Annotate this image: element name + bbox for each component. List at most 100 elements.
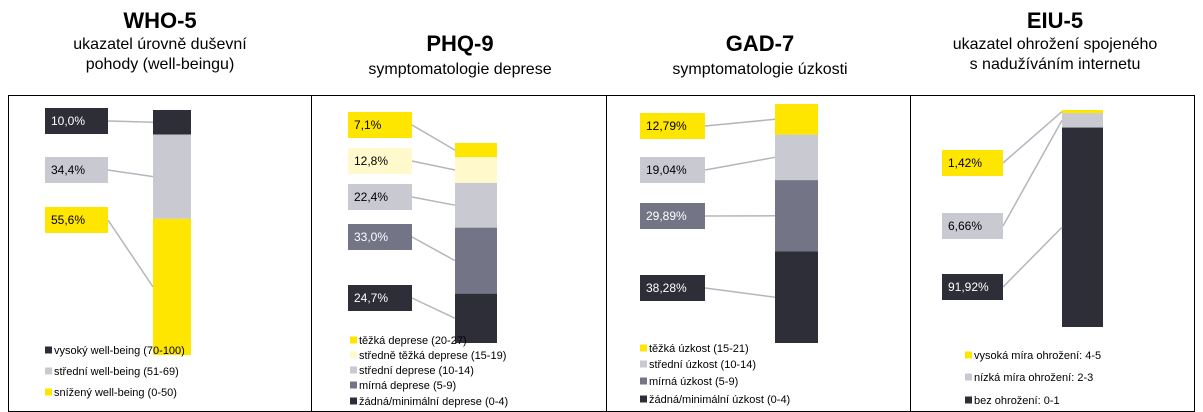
bar-segment: [775, 251, 818, 343]
legend-swatch: [45, 346, 52, 354]
value-label-box: [640, 157, 705, 183]
leader-line: [704, 156, 776, 171]
bar-segment: [153, 134, 191, 219]
value-label-box: [942, 150, 1003, 176]
legend-swatch: [350, 381, 357, 389]
leader-line: [411, 196, 456, 206]
legend-swatch: [640, 395, 647, 403]
leader-line: [107, 169, 154, 178]
bar-segment: [1062, 113, 1103, 128]
bar-segment: [455, 182, 497, 228]
value-label-box: [942, 274, 1003, 300]
value-label-box: [348, 112, 412, 138]
leader-line: [1002, 226, 1063, 288]
legend-swatch: [965, 396, 972, 404]
value-label: 55,6%: [51, 213, 85, 227]
leader-line: [411, 160, 456, 171]
legend-swatch: [640, 360, 647, 368]
bar-segment: [455, 157, 497, 183]
legend-swatch: [640, 377, 647, 385]
legend-label: těžká úzkost (15-21): [649, 343, 749, 355]
legend-label: těžká deprese (20-27): [359, 335, 467, 347]
bar-segment: [153, 110, 191, 135]
value-label-box: [348, 285, 412, 311]
value-label: 10,0%: [51, 114, 85, 128]
bar-segment: [775, 180, 818, 252]
bar-segment: [455, 293, 497, 343]
leader-line: [411, 124, 456, 151]
value-label: 7,1%: [354, 118, 382, 132]
bar-segment: [153, 218, 191, 355]
legend-swatch: [640, 344, 647, 352]
chart-title: WHO-5: [123, 8, 196, 33]
legend-label: střední úzkost (10-14): [649, 359, 756, 371]
leader-line: [411, 236, 456, 262]
value-label-box: [45, 108, 108, 134]
chart-subtitle: ukazatel úrovně duševní: [73, 36, 247, 53]
legend-swatch: [965, 373, 972, 381]
value-label: 12,79%: [646, 119, 687, 133]
value-label: 34,4%: [51, 163, 85, 177]
legend-swatch: [965, 351, 972, 359]
legend-label: vysoká míra ohrožení: 4-5: [974, 350, 1101, 362]
value-label-box: [348, 224, 412, 250]
legend-label: vysoký well-being (70-100): [54, 345, 185, 357]
legend-swatch: [45, 367, 52, 375]
value-label: 22,4%: [354, 190, 388, 204]
bar-segment: [455, 143, 497, 158]
chart-subtitle: symptomatologie deprese: [368, 61, 551, 78]
value-label: 19,04%: [646, 163, 687, 177]
value-label: 38,28%: [646, 281, 687, 295]
value-label-box: [45, 207, 108, 233]
legend-label: nízká míra ohrožení: 2-3: [974, 372, 1093, 384]
chart-subtitle: ukazatel ohrožení spojeného: [953, 36, 1158, 53]
chart-title: GAD-7: [726, 31, 794, 56]
leader-line: [704, 118, 776, 127]
legend-label: snížený well-being (0-50): [54, 387, 177, 399]
bar-segment: [455, 227, 497, 294]
legend-label: žádná/minimální úzkost (0-4): [649, 394, 790, 406]
value-label-box: [640, 113, 705, 139]
chart-subtitle: pohody (well-beingu): [86, 56, 235, 73]
legend-label: středně těžká deprese (15-19): [359, 350, 506, 362]
legend-label: mírná deprese (5-9): [359, 380, 456, 392]
legend-label: bez ohrožení: 0-1: [974, 395, 1060, 407]
value-label: 1,42%: [948, 156, 982, 170]
legend-swatch: [350, 366, 357, 374]
legend-swatch: [350, 351, 357, 359]
value-label: 29,89%: [646, 209, 687, 223]
value-label-box: [640, 275, 705, 301]
leader-line: [107, 219, 154, 288]
legend-label: žádná/minimální deprese (0-4): [359, 396, 508, 408]
legend-swatch: [45, 388, 52, 396]
legend-label: střední deprese (10-14): [359, 365, 474, 377]
leader-line: [107, 120, 154, 123]
value-label: 12,8%: [354, 154, 388, 168]
chart-subtitle: symptomatologie úzkosti: [672, 61, 847, 78]
value-label: 24,7%: [354, 291, 388, 305]
value-label: 91,92%: [948, 280, 989, 294]
leader-line: [411, 297, 456, 319]
legend-swatch: [350, 397, 357, 405]
leader-line: [704, 287, 776, 298]
value-label-box: [640, 203, 705, 229]
chart-title: PHQ-9: [426, 31, 493, 56]
value-label-box: [942, 213, 1003, 239]
legend-swatch: [350, 336, 357, 344]
leader-line: [1002, 110, 1063, 164]
legend-label: střední well-being (51-69): [54, 366, 179, 378]
bar-segment: [775, 104, 818, 135]
value-label: 6,66%: [948, 219, 982, 233]
bar-segment: [1062, 110, 1103, 114]
value-label-box: [45, 157, 108, 183]
value-label-box: [348, 148, 412, 174]
bar-segment: [1062, 127, 1103, 327]
chart-title: EIU-5: [1027, 8, 1083, 33]
chart-subtitle: s nadužíváním internetu: [970, 56, 1141, 73]
legend-label: mírná úzkost (5-9): [649, 376, 738, 388]
value-label-box: [348, 184, 412, 210]
value-label: 33,0%: [354, 230, 388, 244]
bar-segment: [775, 134, 818, 181]
leader-line: [1002, 119, 1063, 227]
